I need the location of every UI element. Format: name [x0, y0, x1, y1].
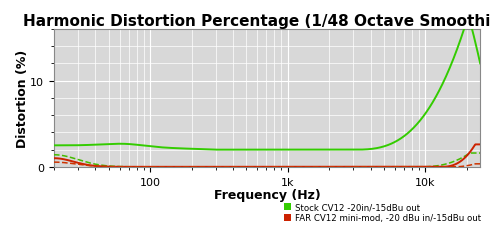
X-axis label: Frequency (Hz): Frequency (Hz) [214, 188, 320, 201]
Legend: Stock CV12 -20in/-15dBu out, FAR CV12 mini-mod, -20 dBu in/-15dBu out: Stock CV12 -20in/-15dBu out, FAR CV12 mi… [284, 203, 481, 222]
Title: Harmonic Distortion Percentage (1/48 Octave Smoothing: Harmonic Distortion Percentage (1/48 Oct… [23, 14, 490, 29]
Y-axis label: Distortion (%): Distortion (%) [16, 49, 29, 147]
